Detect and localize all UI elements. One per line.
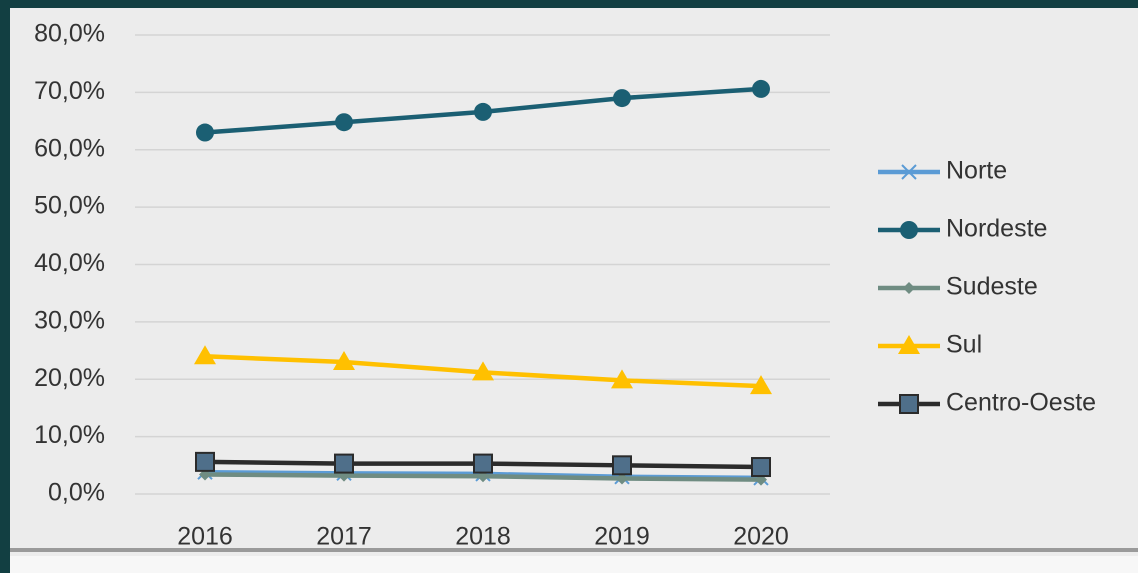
marker [752,80,770,98]
marker [335,455,353,473]
bottom-band [10,556,1138,573]
legend-label: Sudeste [946,273,1038,301]
x-tick-label: 2017 [316,523,372,551]
x-tick-label: 2018 [455,523,511,551]
y-tick-label: 40,0% [34,249,105,277]
marker [613,89,631,107]
legend-label: Centro-Oeste [946,389,1096,417]
y-tick-label: 80,0% [34,20,105,48]
chart: 0,0% 10,0% 20,0% 30,0% 40,0% 50,0% 60,0% 70,0% 8… [0,0,1138,573]
legend-marker [900,395,918,413]
marker [613,456,631,474]
legend-label: Nordeste [946,215,1047,243]
x-tick-label: 2016 [177,523,233,551]
marker [196,124,214,142]
marker [474,103,492,121]
y-tick-label: 60,0% [34,134,105,162]
marker [752,458,770,476]
legend-marker [900,221,918,239]
marker [474,455,492,473]
legend-label: Norte [946,157,1007,185]
y-tick-label: 70,0% [34,77,105,105]
y-tick-label: 30,0% [34,306,105,334]
marker [196,453,214,471]
x-tick-label: 2019 [594,523,650,551]
legend-label: Sul [946,331,982,359]
x-tick-label: 2020 [733,523,789,551]
marker [335,113,353,131]
y-tick-label: 50,0% [34,192,105,220]
page: 0,0% 10,0% 20,0% 30,0% 40,0% 50,0% 60,0% 70,0% 8… [0,0,1138,573]
y-tick-label: 0,0% [48,479,105,507]
y-tick-label: 10,0% [34,421,105,449]
y-tick-label: 20,0% [34,364,105,392]
